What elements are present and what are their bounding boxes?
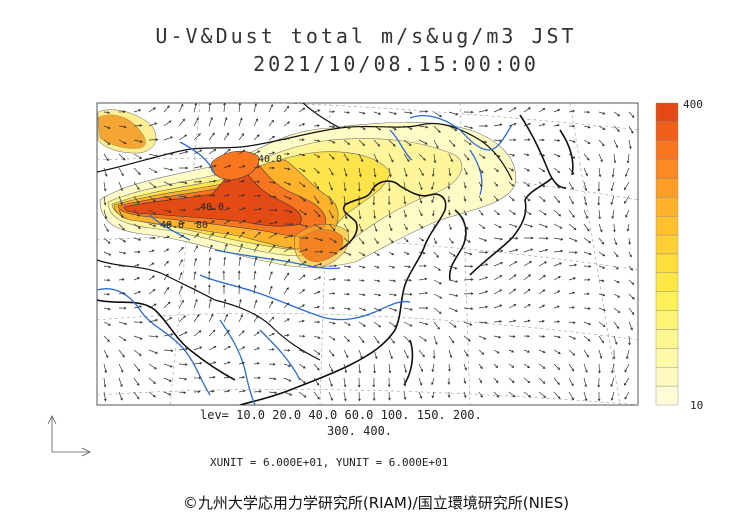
colorbar-swatch: [655, 291, 679, 311]
colorbar-swatch: [655, 159, 679, 179]
copyright-notice: ©九州大学応用力学研究所(RIAM)/国立環境研究所(NIES): [182, 494, 570, 512]
colorbar-swatch: [655, 216, 679, 236]
dust-plume: [97, 109, 517, 269]
colorbar-swatch: [655, 348, 679, 368]
colorbar-swatch: [655, 367, 679, 387]
colorbar-swatch: [655, 272, 679, 292]
colorbar-swatch: [655, 385, 679, 406]
contour-levels-line1: lev= 10.0 20.0 40.0 60.0 100. 150. 200.: [200, 408, 482, 422]
contour-label: 40.0: [200, 202, 224, 213]
colorbar-swatch: [655, 310, 679, 330]
colorbar-swatch: [655, 253, 679, 274]
colorbar-swatch: [655, 121, 679, 141]
dust-patch-east-halo: [294, 224, 350, 269]
colorbar-swatch: [655, 178, 679, 198]
colorbar-swatch: [655, 140, 679, 160]
contour-label: 40.0: [258, 154, 282, 165]
colorbar-swatch: [655, 234, 679, 255]
colorbar-max-label: 400: [683, 98, 703, 111]
contour-levels-line2: 300. 400.: [327, 424, 393, 438]
colorbar-swatch: [655, 197, 679, 217]
rivers: [97, 115, 513, 405]
chart-title: U-V&Dust total m/s&ug/m3 JST: [155, 24, 577, 48]
colorbar-min-label: 10: [690, 399, 704, 412]
colorbar: [655, 102, 679, 406]
colorbar-swatch: [655, 329, 679, 349]
contour-label: 40.0: [160, 220, 184, 231]
colorbar-swatch: [655, 102, 679, 123]
chart-datetime: 2021/10/08.15:00:00: [253, 52, 539, 76]
wind-vector-arrows: [103, 103, 635, 402]
coastlines: [97, 114, 574, 405]
wind-vectors: [103, 103, 635, 402]
reference-vector-icon: [47, 415, 91, 457]
vector-units: XUNIT = 6.000E+01, YUNIT = 6.000E+01: [210, 456, 449, 469]
contour-label: 80: [196, 220, 208, 231]
